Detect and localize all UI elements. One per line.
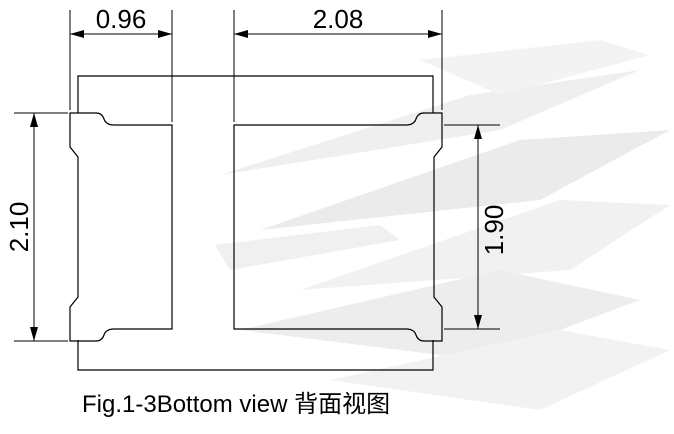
dim-left-pad-width: 0.96: [69, 4, 173, 122]
package-outline: [77, 75, 434, 371]
dim-text-pad-height: 1.90: [479, 205, 509, 256]
dim-right-pad-width: 2.08: [233, 4, 443, 122]
watermark: [215, 40, 670, 410]
dim-overall-height: 2.10: [4, 112, 68, 342]
dim-text-overall-height: 2.10: [4, 202, 34, 253]
dim-pad-height: 1.90: [444, 124, 509, 330]
dim-text-left-pad-width: 0.96: [96, 4, 147, 34]
left-pad: [69, 112, 173, 342]
dim-text-right-pad-width: 2.08: [313, 4, 364, 34]
figure-caption: Fig.1-3Bottom view 背面视图: [82, 391, 390, 418]
right-pad: [233, 112, 443, 342]
